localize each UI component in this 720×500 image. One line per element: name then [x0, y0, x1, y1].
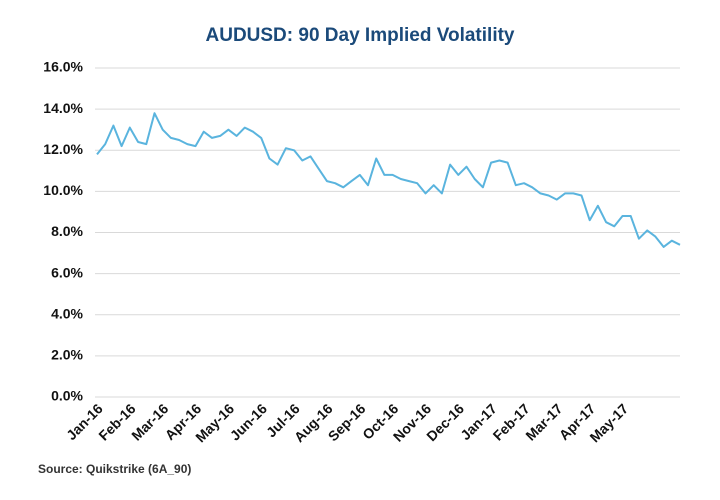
x-tick-label: Jun-16: [227, 400, 270, 443]
x-tick-label: Mar-16: [128, 400, 171, 443]
series-line: [96, 112, 681, 248]
y-tick-label: 8.0%: [51, 223, 83, 239]
x-tick-label: Sep-16: [325, 400, 369, 444]
source-note: Source: Quikstrike (6A_90): [38, 462, 191, 476]
y-tick-label: 16.0%: [43, 59, 83, 75]
y-tick-label: 6.0%: [51, 264, 83, 280]
y-tick-label: 2.0%: [51, 347, 83, 363]
y-tick-label: 4.0%: [51, 305, 83, 321]
x-tick-label: Mar-17: [522, 400, 565, 443]
y-tick-label: 12.0%: [43, 141, 83, 157]
chart-title: AUDUSD: 90 Day Implied Volatility: [206, 25, 515, 46]
y-tick-label: 10.0%: [43, 182, 83, 198]
x-tick-label: Dec-16: [423, 400, 467, 444]
y-tick-label: 0.0%: [51, 388, 83, 404]
y-tick-label: 14.0%: [43, 100, 83, 116]
